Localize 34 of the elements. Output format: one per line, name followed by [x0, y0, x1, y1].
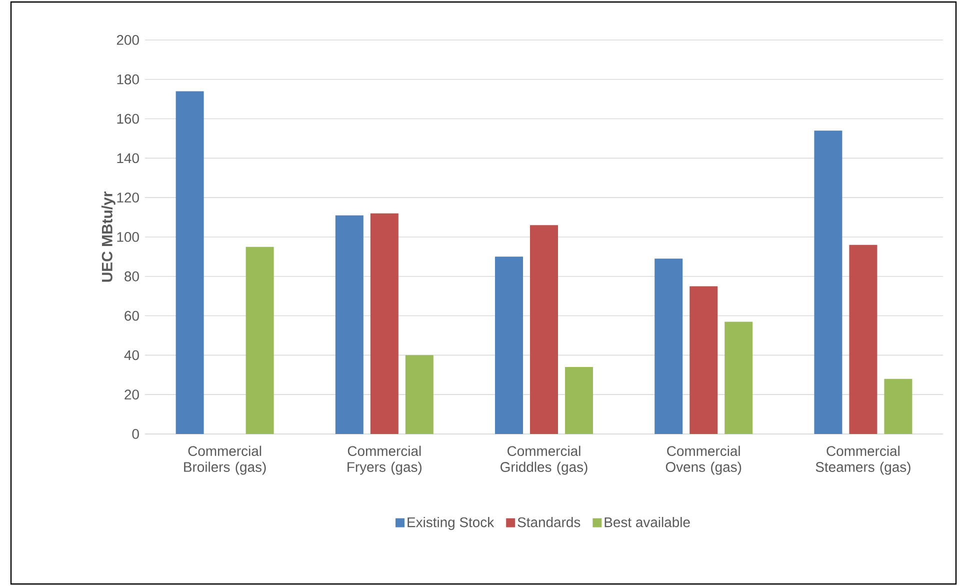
- legend-label: Existing Stock: [408, 516, 494, 530]
- bar: [814, 130, 842, 434]
- bar: [530, 225, 558, 434]
- legend-label: Standards: [518, 516, 580, 528]
- bar: [654, 258, 683, 434]
- y-tick-label: 0: [132, 429, 139, 439]
- y-tick-label: 120: [117, 192, 139, 203]
- legend-label: Best available: [604, 516, 690, 528]
- y-tick-label: 40: [124, 350, 139, 360]
- y-tick-label: 140: [117, 153, 139, 164]
- bar: [565, 367, 594, 434]
- bar: [849, 244, 878, 434]
- bar: [690, 286, 718, 434]
- bar: [335, 215, 364, 434]
- bar: [495, 256, 524, 434]
- y-tick-label: 160: [117, 114, 139, 124]
- bar: [405, 355, 434, 434]
- x-tick-label: Commercial Steamers (gas): [816, 446, 910, 475]
- bar: [176, 91, 204, 434]
- x-tick-label: Commercial Ovens (gas): [666, 446, 742, 475]
- x-tick-label: Commercial Griddles (gas): [500, 446, 588, 475]
- y-tick-label: 200: [116, 35, 139, 45]
- y-tick-label: 20: [124, 390, 139, 400]
- x-tick-label: Commercial Broilers (gas): [184, 446, 266, 475]
- y-tick-label: 80: [124, 271, 139, 282]
- y-tick-label: 100: [117, 232, 139, 242]
- bar: [884, 378, 912, 434]
- y-tick-label: 180: [117, 74, 139, 84]
- y-tick-label: 60: [124, 310, 139, 321]
- bar: [246, 246, 274, 434]
- x-tick-label: Commercial Fryers (gas): [348, 446, 422, 475]
- bar: [724, 322, 753, 434]
- y-axis-title: UEC MBtu/yr: [101, 192, 116, 282]
- bar: [370, 213, 398, 434]
